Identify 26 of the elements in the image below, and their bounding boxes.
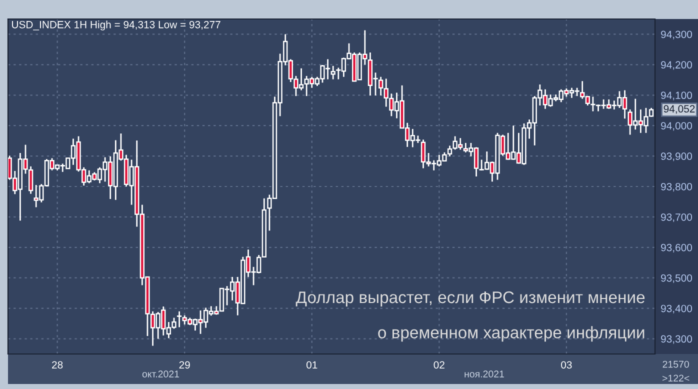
text: >122<	[662, 374, 690, 382]
y-tick-label: 93,900	[661, 152, 692, 162]
y-tick-label: 94,100	[661, 92, 692, 100]
text: окт.2021	[142, 370, 179, 378]
y-tick-label: 94,000	[661, 122, 692, 131]
y-tick-label: 93,700	[661, 213, 692, 222]
text: 21570	[662, 360, 689, 368]
candlestick	[330, 65, 336, 80]
y-tick-label: 93,300	[661, 335, 692, 344]
annotation: Доллар вырастет, если ФРС изменит мнение	[296, 291, 645, 306]
chart-title: USD_INDEX 1H High = 94,313 Low = 93,277	[12, 20, 220, 30]
y-tick-label: 94,200	[661, 61, 692, 70]
x-tick-label: 29	[179, 361, 190, 369]
y-tick-label: 93,400	[661, 304, 692, 314]
x-tick-label: 02	[434, 361, 444, 369]
y-tick-label: 93,600	[661, 244, 692, 253]
candlestick	[176, 310, 182, 328]
y-tick-label: 93,800	[661, 183, 692, 192]
annotation: о временном характере инфляции	[378, 326, 644, 342]
text: 94,052	[664, 105, 695, 114]
x-tick-label: 01	[306, 361, 318, 369]
text: ноя.2021	[464, 370, 504, 378]
y-tick-label: 94,300	[661, 30, 692, 40]
x-tick-label: 28	[52, 361, 63, 369]
x-tick-label: 03	[561, 361, 572, 369]
y-tick-label: 93,500	[661, 274, 692, 283]
